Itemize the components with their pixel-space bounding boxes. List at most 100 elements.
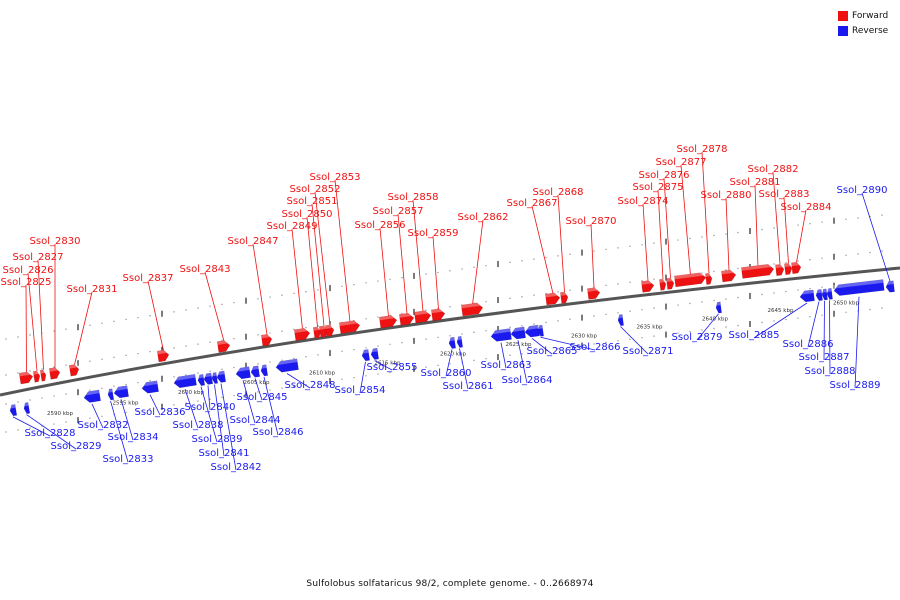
gene-shape[interactable] <box>338 320 361 334</box>
gene-shape[interactable] <box>448 336 456 349</box>
gene-ssol-2840[interactable] <box>203 372 214 385</box>
gene-ssol-2865[interactable] <box>524 324 540 338</box>
gene-ssol-2825[interactable] <box>18 371 34 385</box>
gene-ssol-2883[interactable] <box>784 262 793 275</box>
gene-ssol-2874[interactable] <box>641 279 655 293</box>
gene-ssol-2842[interactable] <box>216 370 227 383</box>
gene-shape[interactable] <box>398 312 415 326</box>
gene-ssol-2887[interactable] <box>821 288 828 301</box>
gene-ssol-2871[interactable] <box>617 314 624 326</box>
gene-shape[interactable] <box>370 347 380 360</box>
gene-shape[interactable] <box>826 287 833 300</box>
gene-ssol-2876[interactable] <box>666 277 675 290</box>
gene-shape[interactable] <box>83 389 101 403</box>
gene-ssol-2844[interactable] <box>235 366 251 380</box>
gene-ssol-2875[interactable] <box>659 278 667 291</box>
gene-ssol-2867[interactable] <box>544 292 561 306</box>
gene-ssol-2852[interactable] <box>324 324 335 337</box>
gene-ssol-2834[interactable] <box>113 385 129 399</box>
gene-ssol-2849[interactable] <box>293 327 311 341</box>
gene-shape[interactable] <box>705 272 713 285</box>
gene-shape[interactable] <box>666 277 675 290</box>
gene-shape[interactable] <box>559 291 569 304</box>
gene-ssol-2856[interactable] <box>378 314 398 329</box>
gene-shape[interactable] <box>659 278 667 291</box>
gene-shape[interactable] <box>641 280 655 293</box>
gene-shape[interactable] <box>216 370 227 383</box>
gene-shape[interactable] <box>460 302 484 317</box>
gene-ssol-2838[interactable] <box>173 374 197 389</box>
gene-shape[interactable] <box>173 374 197 389</box>
gene-ssol-2882[interactable] <box>775 263 785 277</box>
gene-shape[interactable] <box>141 380 159 394</box>
gene-shape[interactable] <box>156 349 170 363</box>
gene-shape[interactable] <box>544 292 561 306</box>
gene-shape[interactable] <box>784 263 793 275</box>
gene-shape[interactable] <box>216 340 231 353</box>
gene-shape[interactable] <box>312 326 322 339</box>
gene-ssol-2829[interactable] <box>23 402 31 414</box>
gene-shape[interactable] <box>113 385 129 399</box>
gene-ssol-2857[interactable] <box>398 312 415 326</box>
gene-shape[interactable] <box>9 404 18 417</box>
gene-shape[interactable] <box>107 388 115 401</box>
gene-ssol-2833[interactable] <box>107 388 115 401</box>
gene-shape[interactable] <box>821 288 828 301</box>
gene-ssol-2831[interactable] <box>68 363 80 377</box>
gene-ssol-2836[interactable] <box>141 380 159 394</box>
gene-ssol-2837[interactable] <box>156 349 170 363</box>
gene-shape[interactable] <box>510 326 526 340</box>
gene-ssol-2830[interactable] <box>48 366 61 380</box>
gene-ssol-2888[interactable] <box>826 287 833 300</box>
gene-ssol-2879[interactable] <box>715 301 722 314</box>
gene-ssol-2854[interactable] <box>361 349 371 362</box>
gene-ssol-2826[interactable] <box>32 370 41 383</box>
gene-ssol-2878[interactable] <box>705 272 713 285</box>
gene-ssol-2832[interactable] <box>83 389 101 403</box>
gene-shape[interactable] <box>39 369 47 382</box>
gene-shape[interactable] <box>741 263 775 279</box>
gene-shape[interactable] <box>775 263 785 277</box>
gene-ssol-2850[interactable] <box>312 326 322 339</box>
gene-ssol-2841[interactable] <box>211 372 219 384</box>
gene-ssol-2863[interactable] <box>490 328 512 342</box>
gene-shape[interactable] <box>68 364 80 377</box>
gene-shape[interactable] <box>617 314 624 326</box>
gene-shape[interactable] <box>490 328 512 342</box>
gene-ssol-2839[interactable] <box>197 374 206 386</box>
gene-ssol-2886[interactable] <box>815 289 823 301</box>
gene-ssol-2885[interactable] <box>799 289 815 303</box>
gene-ssol-2870[interactable] <box>586 286 601 300</box>
gene-shape[interactable] <box>203 372 214 385</box>
gene-shape[interactable] <box>293 328 311 341</box>
gene-shape[interactable] <box>537 324 544 337</box>
gene-shape[interactable] <box>361 349 371 362</box>
gene-shape[interactable] <box>260 364 269 377</box>
gene-shape[interactable] <box>715 301 722 314</box>
gene-ssol-2827[interactable] <box>39 369 47 382</box>
gene-shape[interactable] <box>413 310 432 324</box>
gene-shape[interactable] <box>235 366 251 380</box>
gene-ssol-2880[interactable] <box>721 269 737 283</box>
gene-shape[interactable] <box>23 402 31 414</box>
gene-shape[interactable] <box>456 335 463 348</box>
gene-ssol-2884[interactable] <box>791 261 802 275</box>
gene-ssol-2855[interactable] <box>370 347 380 360</box>
gene-shape[interactable] <box>721 269 737 283</box>
gene-ssol-2860[interactable] <box>448 336 456 349</box>
gene-shape[interactable] <box>197 374 206 386</box>
gene-ssol-2868[interactable] <box>559 291 569 304</box>
gene-shape[interactable] <box>791 261 802 275</box>
gene-shape[interactable] <box>674 272 707 288</box>
gene-ssol-2845[interactable] <box>250 365 261 378</box>
gene-shape[interactable] <box>378 315 398 329</box>
gene-ssol-2858[interactable] <box>413 309 432 324</box>
gene-shape[interactable] <box>48 367 61 380</box>
gene-ssol-2847[interactable] <box>260 333 273 347</box>
gene-ssol-2877[interactable] <box>674 272 707 288</box>
gene-shape[interactable] <box>275 358 299 373</box>
gene-ssol-2862[interactable] <box>460 302 484 317</box>
gene-shape[interactable] <box>250 365 261 378</box>
gene-ssol-2843[interactable] <box>216 339 231 353</box>
gene-ssol-2881[interactable] <box>741 263 775 279</box>
